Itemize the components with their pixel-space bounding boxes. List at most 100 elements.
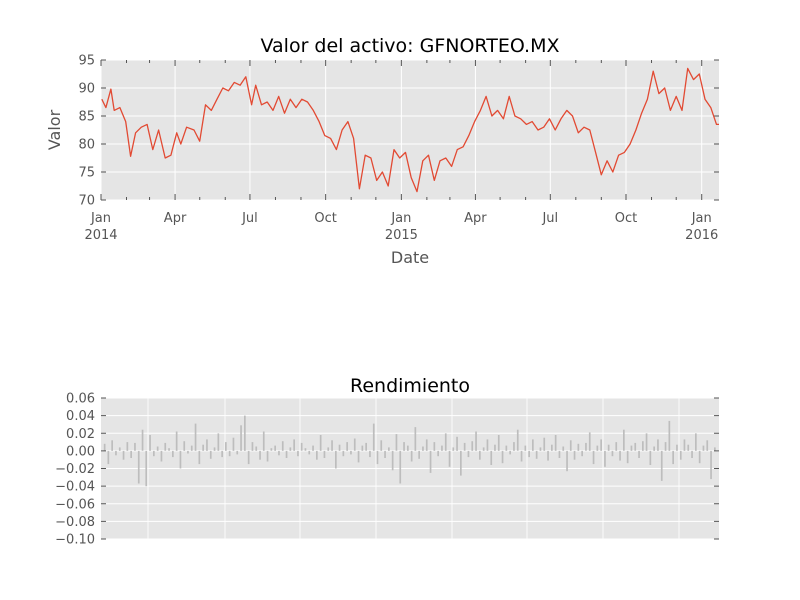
return-bars xyxy=(103,415,716,487)
return-bar xyxy=(429,450,432,473)
return-bar xyxy=(642,441,644,451)
price-y-tick-label: 95 xyxy=(78,54,95,69)
return-bar xyxy=(141,429,144,451)
return-bar xyxy=(619,450,621,461)
return-bar xyxy=(312,445,314,451)
return-bar xyxy=(111,440,113,451)
return-bar xyxy=(634,442,637,451)
price-x-axis-label: Date xyxy=(391,248,429,267)
return-bar xyxy=(524,445,527,451)
return-y-tick-label: 0.00 xyxy=(66,444,95,459)
return-bar xyxy=(259,450,261,460)
return-bar xyxy=(539,447,542,451)
return-bar xyxy=(297,450,299,457)
price-series xyxy=(101,67,719,193)
return-bar xyxy=(190,445,193,451)
return-bar xyxy=(316,450,318,460)
return-y-tick-label: 0.04 xyxy=(66,409,95,424)
return-bar xyxy=(183,441,186,451)
price-x-tick-year-label: 2015 xyxy=(385,228,418,243)
return-bar xyxy=(164,442,167,451)
return-bar xyxy=(262,431,265,451)
return-bar xyxy=(657,439,659,451)
price-y-tick-label: 70 xyxy=(78,194,95,209)
return-bar xyxy=(516,429,519,451)
price-x-tick-label: Jul xyxy=(241,211,258,226)
return-bar xyxy=(513,442,515,451)
return-bar xyxy=(535,450,538,459)
price-x-tick-label: Jan xyxy=(390,211,411,226)
return-bar xyxy=(501,450,504,464)
price-x-tick-label: Oct xyxy=(314,211,336,226)
price-y-tick-label: 90 xyxy=(78,82,95,97)
return-bar xyxy=(232,437,235,451)
return-bar xyxy=(206,439,208,451)
return-bar xyxy=(482,447,485,451)
price-chart-title: Valor del activo: GFNORTEO.MX xyxy=(261,35,560,57)
price-chart: Valor del activo: GFNORTEO.MX 70 75 80 85 90… xyxy=(45,35,719,267)
return-bar xyxy=(710,450,712,480)
return-bar xyxy=(520,450,523,462)
return-bar xyxy=(168,448,170,451)
return-bar xyxy=(422,446,424,451)
return-bar xyxy=(251,442,254,451)
return-y-tick-label: −0.02 xyxy=(55,462,95,477)
return-y-tick-label: 0.06 xyxy=(66,392,95,407)
return-y-axis: −0.10 −0.08 −0.06 −0.04 −0.02 0.00 0.02 0.04 0.0… xyxy=(55,392,719,548)
price-x-tick-year-label: 2014 xyxy=(84,228,117,243)
return-bar xyxy=(221,450,223,458)
return-bar xyxy=(380,440,383,451)
return-bar xyxy=(213,447,216,451)
return-bar xyxy=(494,444,496,451)
return-bar xyxy=(660,450,663,481)
price-y-tick-label: 75 xyxy=(78,166,95,181)
return-bar xyxy=(460,450,462,476)
return-bar xyxy=(543,437,546,451)
return-bar xyxy=(623,429,625,451)
return-chart: Rendimiento −0.10 −0.08 −0.06 −0.04 −0.02 0.0… xyxy=(55,375,719,548)
return-bar xyxy=(323,450,326,458)
return-bar xyxy=(338,444,341,451)
return-bar xyxy=(145,450,148,487)
return-bar xyxy=(471,441,474,451)
return-bar xyxy=(592,450,595,465)
return-bar xyxy=(558,450,561,458)
return-bar xyxy=(687,444,690,451)
price-x-tick-year-label: 2016 xyxy=(685,228,718,243)
return-bar xyxy=(156,446,159,451)
return-bar xyxy=(103,443,106,451)
return-bar xyxy=(137,450,140,484)
return-bar xyxy=(630,445,633,451)
return-bar xyxy=(391,450,394,471)
return-bar xyxy=(679,450,682,460)
return-bar xyxy=(388,447,390,451)
return-bar xyxy=(588,432,591,451)
return-bar xyxy=(611,450,614,457)
return-bar xyxy=(653,446,655,451)
return-bar xyxy=(118,447,121,451)
price-y-axis: 70 75 80 85 90 95 xyxy=(78,54,719,209)
return-bar xyxy=(361,445,364,451)
return-bar xyxy=(626,450,629,464)
return-bar xyxy=(437,450,439,457)
return-bar xyxy=(706,440,709,451)
return-bar xyxy=(668,420,671,451)
return-bar xyxy=(714,447,716,451)
return-bar xyxy=(335,450,337,469)
return-bar xyxy=(497,435,500,451)
return-bar xyxy=(247,450,250,465)
return-bar xyxy=(467,450,470,458)
return-bar xyxy=(638,450,640,458)
return-bar xyxy=(172,450,174,458)
return-bar xyxy=(441,445,443,451)
price-x-tick-label: Jul xyxy=(541,211,558,226)
price-x-tick-label: Apr xyxy=(164,211,187,226)
return-bar xyxy=(175,431,178,451)
return-bar xyxy=(547,450,549,461)
return-bar xyxy=(244,415,246,451)
return-bar xyxy=(107,450,110,465)
return-bar xyxy=(702,445,705,451)
return-bar xyxy=(695,433,697,451)
return-bar xyxy=(202,444,204,451)
